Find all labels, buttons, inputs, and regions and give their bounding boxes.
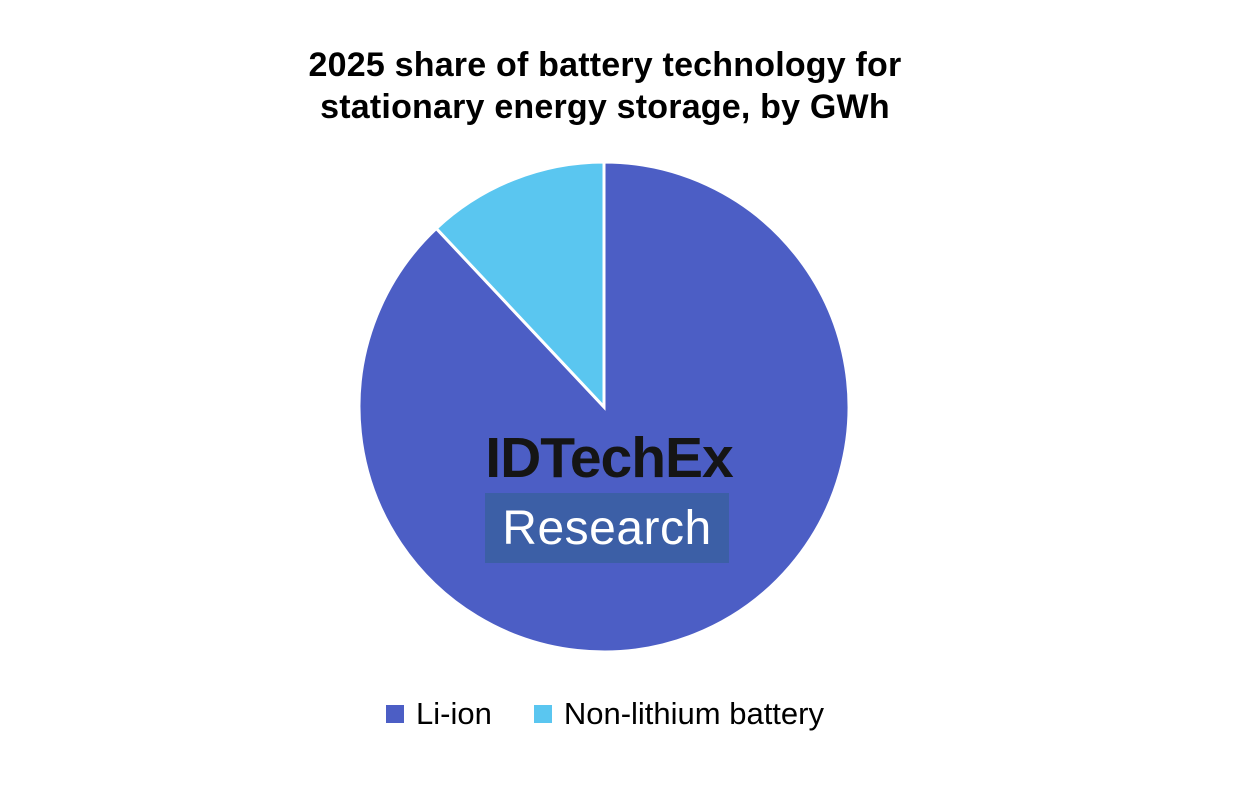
chart-legend: Li-ion Non-lithium battery: [0, 694, 1210, 734]
chart-title-line2: stationary energy storage, by GWh: [320, 88, 890, 126]
legend-item-li-ion: Li-ion: [386, 694, 492, 734]
pie-chart: [357, 160, 851, 654]
chart-title: 2025 share of battery technology for sta…: [0, 44, 1210, 128]
legend-swatch-li-ion: [386, 705, 404, 723]
chart-title-line1: 2025 share of battery technology for: [308, 46, 902, 84]
legend-item-non-lithium: Non-lithium battery: [533, 694, 824, 734]
legend-label-li-ion: Li-ion: [416, 696, 492, 731]
legend-swatch-non-lithium: [533, 705, 552, 723]
pie-slice-non-lithium-battery: [434, 160, 606, 411]
watermark-idtechex-label: IDTechEx: [485, 426, 734, 490]
watermark-research-box: Research: [485, 493, 729, 563]
watermark-research-label: Research: [502, 501, 712, 555]
chart-figure: 2025 share of battery technology for sta…: [0, 44, 1210, 734]
legend-label-non-lithium: Non-lithium battery: [563, 696, 824, 731]
